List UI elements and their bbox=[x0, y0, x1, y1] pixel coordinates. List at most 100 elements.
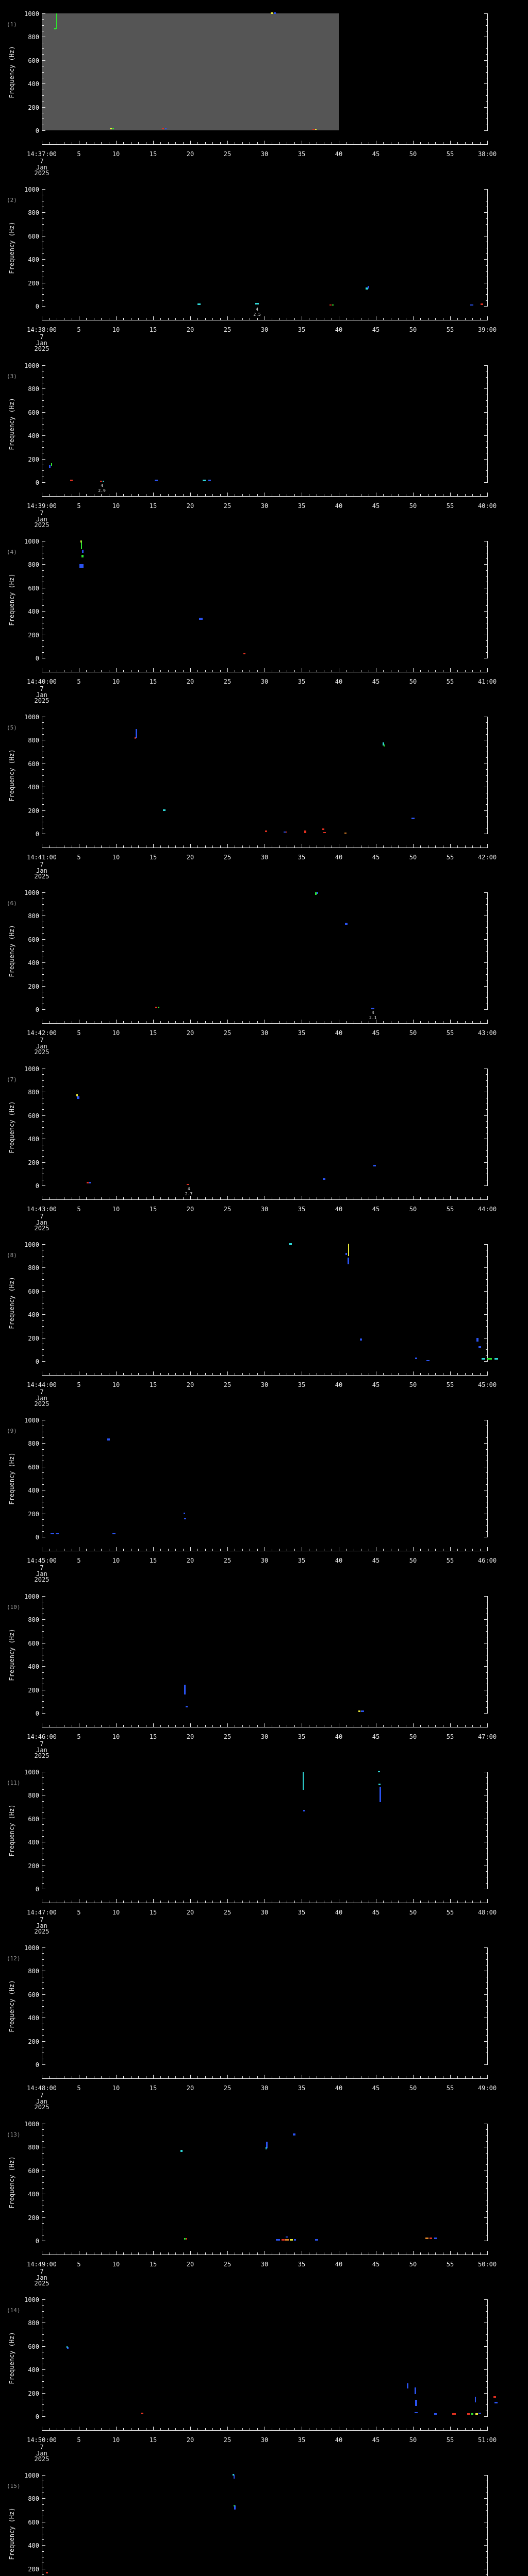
y-tick bbox=[42, 212, 45, 213]
y-tick bbox=[42, 2545, 45, 2546]
panel-index-label: (2) bbox=[7, 197, 17, 204]
y-tick bbox=[484, 564, 487, 565]
y-tick bbox=[486, 769, 487, 770]
y-axis-right bbox=[487, 1947, 488, 2065]
date-label: 2025 bbox=[34, 170, 50, 176]
y-tick bbox=[42, 2381, 44, 2382]
signal-blip bbox=[265, 2147, 267, 2149]
y-tick bbox=[484, 388, 487, 389]
y-tick bbox=[42, 1074, 44, 1075]
x-tick bbox=[101, 2428, 102, 2430]
y-tick bbox=[42, 13, 45, 14]
x-tick bbox=[457, 1373, 458, 1375]
x-tick-label: 10 bbox=[112, 854, 120, 861]
y-tick bbox=[484, 2064, 487, 2065]
date-label: 2025 bbox=[34, 697, 50, 704]
x-tick bbox=[190, 1723, 191, 1727]
x-tick bbox=[168, 1901, 169, 1903]
x-tick-label: 20 bbox=[186, 2436, 194, 2444]
signal-blip bbox=[266, 2142, 268, 2149]
y-tick bbox=[42, 95, 44, 96]
x-axis bbox=[42, 2078, 488, 2079]
x-tick bbox=[101, 494, 102, 496]
y-tick bbox=[486, 270, 487, 272]
x-tick-label: 10 bbox=[112, 1029, 120, 1037]
signal-blip bbox=[81, 540, 82, 549]
signal-blip bbox=[46, 2571, 48, 2574]
y-tick bbox=[484, 1314, 487, 1315]
x-tick bbox=[197, 1901, 199, 1903]
y-tick bbox=[42, 1836, 44, 1837]
y-tick bbox=[486, 1789, 487, 1790]
x-tick-label: 25 bbox=[223, 1381, 232, 1388]
x-tick-label: 15 bbox=[149, 2436, 157, 2444]
signal-blip bbox=[378, 1784, 381, 1786]
y-tick bbox=[42, 1859, 44, 1860]
y-tick bbox=[42, 2176, 44, 2177]
signal-blip bbox=[482, 1358, 486, 1360]
x-tick bbox=[153, 1899, 154, 1903]
signal-blip bbox=[380, 1787, 381, 1802]
y-tick-label: 200 bbox=[28, 2565, 39, 2573]
signal-blip bbox=[157, 1007, 159, 1008]
x-tick bbox=[153, 2427, 154, 2430]
x-tick bbox=[220, 845, 221, 848]
y-tick bbox=[42, 189, 45, 190]
y-tick-label: 200 bbox=[28, 455, 39, 463]
signal-blip bbox=[233, 2474, 234, 2476]
x-tick bbox=[197, 494, 199, 496]
x-tick bbox=[450, 141, 451, 144]
y-tick bbox=[484, 1596, 487, 1597]
x-tick bbox=[160, 2252, 161, 2255]
x-tick-label: 55 bbox=[446, 2261, 454, 2268]
x-tick bbox=[160, 845, 161, 848]
y-tick-label: 800 bbox=[28, 385, 39, 393]
y-tick-label: 1000 bbox=[24, 1241, 39, 1248]
x-tick-label: 55 bbox=[446, 854, 454, 861]
x-tick bbox=[465, 670, 466, 672]
x-tick-label: 14:41:00 bbox=[27, 854, 57, 861]
signal-blip bbox=[286, 2236, 288, 2238]
signal-blip bbox=[373, 1164, 376, 1167]
y-tick bbox=[42, 816, 44, 817]
x-tick-label: 35 bbox=[298, 1029, 306, 1037]
x-tick bbox=[294, 1549, 295, 1551]
y-tick-label: 800 bbox=[28, 561, 39, 569]
spectrogram-panel-7: (7) Frequency (Hz) 0 200 400 600 800 1000 14:43:… bbox=[0, 1055, 528, 1231]
x-tick bbox=[472, 142, 473, 144]
y-tick bbox=[42, 1150, 44, 1151]
panel-index-label: (4) bbox=[7, 549, 17, 555]
y-tick-label: 800 bbox=[28, 2144, 39, 2151]
y-tick bbox=[42, 1326, 44, 1327]
y-tick-label: 0 bbox=[35, 1886, 39, 1893]
signal-blip bbox=[51, 463, 52, 466]
y-tick bbox=[484, 1994, 487, 1995]
signal-blip bbox=[54, 27, 56, 30]
x-tick bbox=[138, 1725, 139, 1727]
x-tick-label: 45 bbox=[372, 1381, 380, 1388]
signal-blip bbox=[289, 1243, 292, 1245]
x-tick bbox=[190, 1371, 191, 1375]
x-tick bbox=[294, 1197, 295, 1199]
x-tick-label: 20 bbox=[186, 1557, 194, 1564]
x-tick-label: 25 bbox=[223, 2084, 232, 2092]
y-tick-label: 1000 bbox=[24, 362, 39, 369]
y-tick bbox=[486, 1701, 487, 1702]
y-tick bbox=[486, 1531, 487, 1532]
signal-blip bbox=[382, 742, 384, 746]
x-tick-label: 40 bbox=[335, 1381, 343, 1388]
x-tick-label: 5 bbox=[77, 1909, 81, 1916]
y-tick bbox=[486, 745, 487, 747]
x-tick bbox=[450, 2251, 451, 2255]
x-tick bbox=[86, 494, 87, 496]
y-tick bbox=[42, 576, 44, 577]
date-label: 7 bbox=[40, 2444, 44, 2451]
date-label: Jan bbox=[36, 1042, 47, 1050]
x-tick bbox=[190, 493, 191, 496]
spectrogram-panel-2: (2) Frequency (Hz) 0 200 400 600 800 1000 14:38:… bbox=[0, 176, 528, 352]
y-tick bbox=[486, 118, 487, 120]
x-tick-label: 20 bbox=[186, 678, 194, 685]
x-tick-label: 35 bbox=[298, 1557, 306, 1564]
x-tick bbox=[212, 1373, 213, 1375]
x-tick bbox=[279, 845, 280, 848]
